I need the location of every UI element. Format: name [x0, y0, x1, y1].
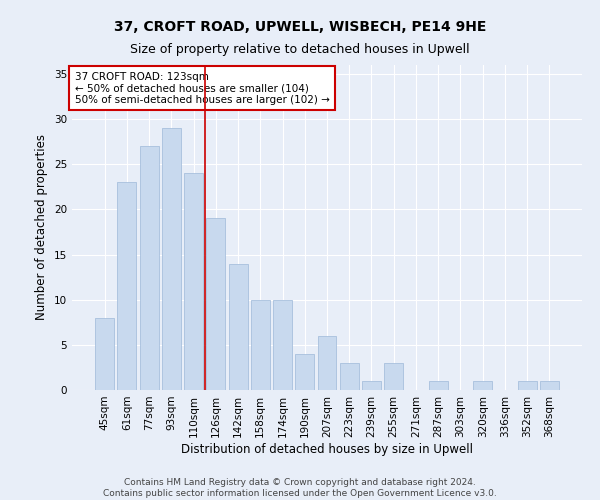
Bar: [295, 354, 314, 390]
Text: 37, CROFT ROAD, UPWELL, WISBECH, PE14 9HE: 37, CROFT ROAD, UPWELL, WISBECH, PE14 9H…: [114, 20, 486, 34]
Text: 37 CROFT ROAD: 123sqm
← 50% of detached houses are smaller (104)
50% of semi-det: 37 CROFT ROAD: 123sqm ← 50% of detached …: [74, 72, 329, 104]
Bar: [184, 174, 203, 390]
Bar: [317, 336, 337, 390]
Bar: [95, 318, 114, 390]
Bar: [229, 264, 248, 390]
Bar: [384, 363, 403, 390]
Bar: [206, 218, 225, 390]
Bar: [340, 363, 359, 390]
Bar: [473, 381, 492, 390]
Bar: [273, 300, 292, 390]
Bar: [251, 300, 270, 390]
Bar: [429, 381, 448, 390]
Bar: [518, 381, 536, 390]
Y-axis label: Number of detached properties: Number of detached properties: [35, 134, 49, 320]
Text: Contains HM Land Registry data © Crown copyright and database right 2024.
Contai: Contains HM Land Registry data © Crown c…: [103, 478, 497, 498]
X-axis label: Distribution of detached houses by size in Upwell: Distribution of detached houses by size …: [181, 442, 473, 456]
Text: Size of property relative to detached houses in Upwell: Size of property relative to detached ho…: [130, 42, 470, 56]
Bar: [162, 128, 181, 390]
Bar: [140, 146, 158, 390]
Bar: [118, 182, 136, 390]
Bar: [362, 381, 381, 390]
Bar: [540, 381, 559, 390]
